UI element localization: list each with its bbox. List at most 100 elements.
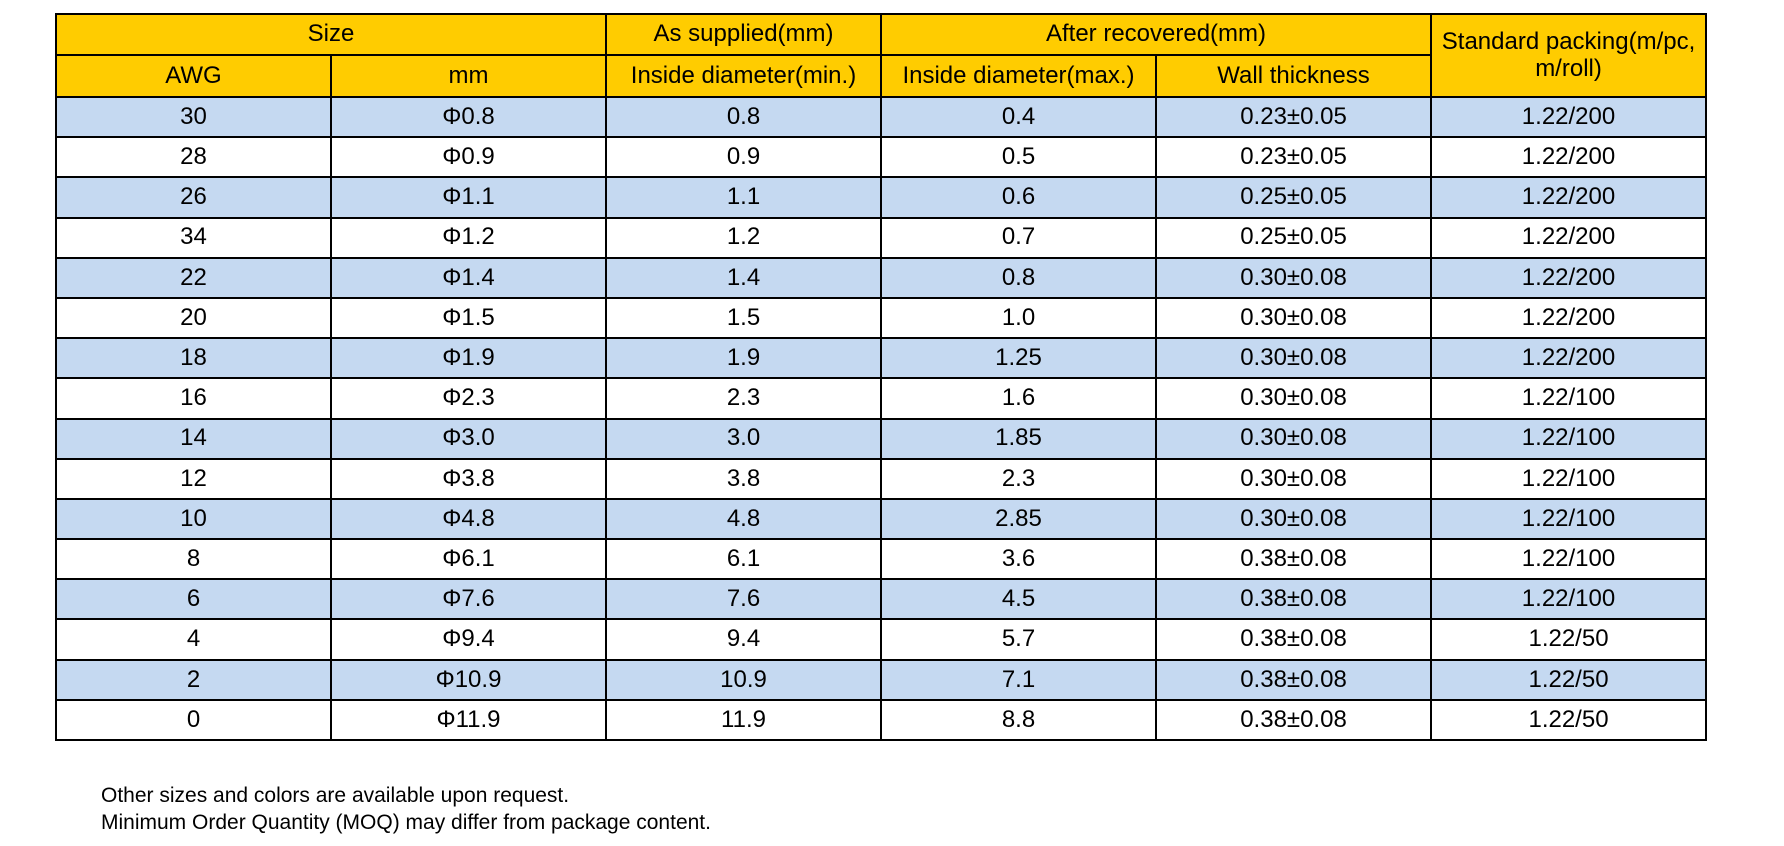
table-row: 0 Φ11.9 11.9 8.8 0.38±0.08 1.22/50 bbox=[55, 698, 1708, 742]
table-body: 30 Φ0.8 0.8 0.4 0.23±0.05 1.22/200 28 Φ0.9 0.9 0.… bbox=[55, 95, 1708, 742]
header-after-recovered: After recovered(mm) bbox=[879, 13, 1433, 56]
cell-mm: Φ1.2 bbox=[330, 216, 607, 259]
cell-wall-thickness: 0.30±0.08 bbox=[1154, 497, 1433, 541]
cell-awg: 12 bbox=[55, 457, 332, 500]
header-mm: mm bbox=[330, 54, 607, 98]
cell-wall-thickness: 0.38±0.08 bbox=[1154, 538, 1433, 581]
cell-mm: Φ3.8 bbox=[330, 457, 607, 500]
cell-inside-max: 0.5 bbox=[880, 136, 1157, 179]
cell-inside-max: 0.7 bbox=[880, 216, 1157, 259]
cell-awg: 18 bbox=[55, 337, 332, 380]
footnote-moq: Minimum Order Quantity (MOQ) may differ … bbox=[101, 811, 711, 834]
table-row: 16 Φ2.3 2.3 1.6 0.30±0.08 1.22/100 bbox=[55, 377, 1708, 420]
table-row: 28 Φ0.9 0.9 0.5 0.23±0.05 1.22/200 bbox=[55, 136, 1708, 179]
cell-mm: Φ3.0 bbox=[330, 417, 607, 460]
cell-wall-thickness: 0.30±0.08 bbox=[1154, 337, 1433, 380]
table-row: 4 Φ9.4 9.4 5.7 0.38±0.08 1.22/50 bbox=[55, 618, 1708, 661]
table-row: 34 Φ1.2 1.2 0.7 0.25±0.05 1.22/200 bbox=[55, 216, 1708, 259]
cell-inside-min: 1.4 bbox=[605, 256, 882, 299]
cell-inside-max: 7.1 bbox=[880, 658, 1157, 701]
cell-inside-max: 1.85 bbox=[880, 417, 1157, 460]
table-row: 20 Φ1.5 1.5 1.0 0.30±0.08 1.22/200 bbox=[55, 296, 1708, 340]
cell-wall-thickness: 0.38±0.08 bbox=[1154, 698, 1433, 742]
table-header: Size As supplied(mm) After recovered(mm)… bbox=[55, 13, 1708, 98]
cell-wall-thickness: 0.23±0.05 bbox=[1154, 95, 1433, 139]
cell-packing: 1.22/200 bbox=[1430, 216, 1708, 259]
cell-awg: 14 bbox=[55, 417, 332, 460]
table-row: 2 Φ10.9 10.9 7.1 0.38±0.08 1.22/50 bbox=[55, 658, 1708, 701]
cell-wall-thickness: 0.30±0.08 bbox=[1154, 256, 1433, 299]
cell-awg: 4 bbox=[55, 618, 332, 661]
cell-mm: Φ11.9 bbox=[330, 698, 607, 742]
cell-packing: 1.22/100 bbox=[1430, 417, 1708, 460]
cell-packing: 1.22/50 bbox=[1430, 618, 1708, 661]
cell-packing: 1.22/100 bbox=[1430, 538, 1708, 581]
cell-inside-max: 2.85 bbox=[880, 497, 1157, 541]
cell-inside-max: 0.4 bbox=[880, 95, 1157, 139]
cell-inside-max: 3.6 bbox=[880, 538, 1157, 581]
cell-wall-thickness: 0.30±0.08 bbox=[1154, 296, 1433, 340]
cell-inside-min: 10.9 bbox=[605, 658, 882, 701]
cell-awg: 2 bbox=[55, 658, 332, 701]
cell-inside-min: 0.8 bbox=[605, 95, 882, 139]
table-row: 12 Φ3.8 3.8 2.3 0.30±0.08 1.22/100 bbox=[55, 457, 1708, 500]
cell-awg: 16 bbox=[55, 377, 332, 420]
table-row: 30 Φ0.8 0.8 0.4 0.23±0.05 1.22/200 bbox=[55, 95, 1708, 139]
cell-awg: 0 bbox=[55, 698, 332, 742]
cell-inside-min: 3.8 bbox=[605, 457, 882, 500]
cell-inside-min: 7.6 bbox=[605, 578, 882, 621]
cell-packing: 1.22/200 bbox=[1430, 337, 1708, 380]
cell-packing: 1.22/50 bbox=[1430, 658, 1708, 701]
cell-inside-min: 1.1 bbox=[605, 176, 882, 219]
spec-table: Size As supplied(mm) After recovered(mm)… bbox=[55, 13, 1708, 742]
header-standard-packing: Standard packing(m/pc, m/roll) bbox=[1430, 13, 1708, 98]
cell-inside-min: 4.8 bbox=[605, 497, 882, 541]
cell-inside-min: 1.9 bbox=[605, 337, 882, 380]
table-row: 14 Φ3.0 3.0 1.85 0.30±0.08 1.22/100 bbox=[55, 417, 1708, 460]
cell-mm: Φ1.5 bbox=[330, 296, 607, 340]
cell-mm: Φ10.9 bbox=[330, 658, 607, 701]
header-as-supplied: As supplied(mm) bbox=[605, 13, 882, 56]
cell-packing: 1.22/200 bbox=[1430, 176, 1708, 219]
cell-packing: 1.22/100 bbox=[1430, 457, 1708, 500]
cell-inside-min: 1.5 bbox=[605, 296, 882, 340]
cell-inside-max: 0.6 bbox=[880, 176, 1157, 219]
cell-packing: 1.22/200 bbox=[1430, 296, 1708, 340]
cell-mm: Φ0.9 bbox=[330, 136, 607, 179]
cell-inside-max: 0.8 bbox=[880, 256, 1157, 299]
cell-wall-thickness: 0.25±0.05 bbox=[1154, 216, 1433, 259]
cell-inside-min: 3.0 bbox=[605, 417, 882, 460]
cell-awg: 30 bbox=[55, 95, 332, 139]
table-row: 18 Φ1.9 1.9 1.25 0.30±0.08 1.22/200 bbox=[55, 337, 1708, 380]
header-awg: AWG bbox=[55, 54, 332, 98]
cell-mm: Φ0.8 bbox=[330, 95, 607, 139]
header-wall-thickness: Wall thickness bbox=[1154, 54, 1433, 98]
cell-packing: 1.22/200 bbox=[1430, 136, 1708, 179]
table-row: 22 Φ1.4 1.4 0.8 0.30±0.08 1.22/200 bbox=[55, 256, 1708, 299]
cell-awg: 20 bbox=[55, 296, 332, 340]
cell-inside-max: 4.5 bbox=[880, 578, 1157, 621]
cell-packing: 1.22/100 bbox=[1430, 497, 1708, 541]
cell-awg: 6 bbox=[55, 578, 332, 621]
cell-mm: Φ1.4 bbox=[330, 256, 607, 299]
cell-packing: 1.22/50 bbox=[1430, 698, 1708, 742]
header-row-sub: AWG mm Inside diameter(min.) Inside diam… bbox=[55, 54, 1706, 98]
cell-awg: 26 bbox=[55, 176, 332, 219]
cell-wall-thickness: 0.30±0.08 bbox=[1154, 457, 1433, 500]
footnote-sizes: Other sizes and colors are available upo… bbox=[101, 784, 570, 807]
cell-awg: 34 bbox=[55, 216, 332, 259]
cell-mm: Φ4.8 bbox=[330, 497, 607, 541]
cell-inside-min: 11.9 bbox=[605, 698, 882, 742]
header-row-group: Size As supplied(mm) After recovered(mm)… bbox=[55, 13, 1708, 98]
cell-mm: Φ1.1 bbox=[330, 176, 607, 219]
cell-wall-thickness: 0.30±0.08 bbox=[1154, 417, 1433, 460]
table-row: 6 Φ7.6 7.6 4.5 0.38±0.08 1.22/100 bbox=[55, 578, 1708, 621]
cell-wall-thickness: 0.38±0.08 bbox=[1154, 658, 1433, 701]
cell-inside-max: 8.8 bbox=[880, 698, 1157, 742]
cell-wall-thickness: 0.38±0.08 bbox=[1154, 578, 1433, 621]
cell-inside-min: 9.4 bbox=[605, 618, 882, 661]
cell-wall-thickness: 0.25±0.05 bbox=[1154, 176, 1433, 219]
cell-wall-thickness: 0.23±0.05 bbox=[1154, 136, 1433, 179]
cell-packing: 1.22/100 bbox=[1430, 578, 1708, 621]
cell-mm: Φ6.1 bbox=[330, 538, 607, 581]
